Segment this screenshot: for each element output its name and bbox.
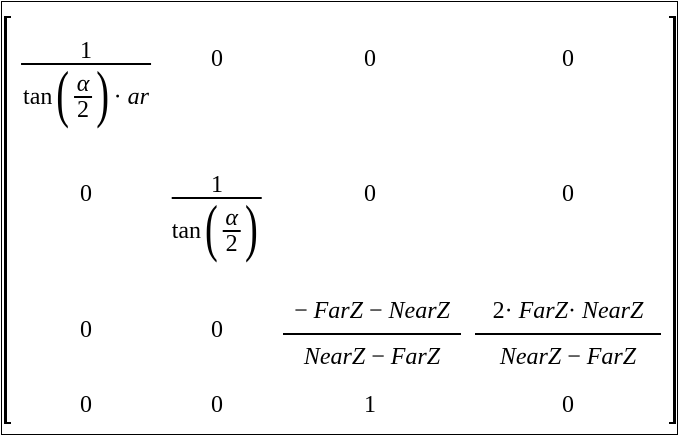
fraction-bar <box>222 230 241 232</box>
tan-function: tan <box>23 84 53 110</box>
right-paren: ) <box>245 192 259 263</box>
fraction-bar <box>73 96 93 98</box>
cell-r2c2: 1 tan(α 2) <box>169 173 266 263</box>
minus-sign: − <box>567 344 581 370</box>
denominator: tan(α 2) · ar <box>20 58 152 129</box>
near-z: NearZ <box>388 298 450 324</box>
dot-operator: · <box>113 84 122 110</box>
near-z: NearZ <box>303 344 366 370</box>
left-paren: ( <box>56 58 70 129</box>
cell-r3c2: 0 <box>211 317 223 343</box>
cell-r3c4: 2· FarZ· NearZ NearZ − FarZ <box>475 299 661 369</box>
cell-r1c4: 0 <box>562 46 574 72</box>
denominator: NearZ − FarZ <box>497 335 639 369</box>
fraction-bar <box>172 197 262 199</box>
fraction-bar <box>283 333 461 335</box>
cell-r1c2: 0 <box>211 46 223 72</box>
alpha: α <box>225 205 238 231</box>
numerator: 1 <box>211 172 223 198</box>
numerator: − FarZ − NearZ <box>291 299 453 333</box>
two: 2 <box>76 97 89 123</box>
cell-r1c1: 1 tan(α 2) · ar <box>20 39 152 129</box>
two: 2 <box>225 231 238 257</box>
fraction-bar <box>21 63 151 65</box>
far-z: FarZ <box>390 344 441 370</box>
fraction-r2c2: 1 tan(α 2) <box>169 173 266 263</box>
left-paren: ( <box>205 192 219 263</box>
dot-operator: · <box>504 298 513 324</box>
fraction-bar <box>475 333 661 335</box>
cell-r1c3: 0 <box>364 46 376 72</box>
right-paren: ) <box>96 58 110 129</box>
fraction-r3c4: 2· FarZ· NearZ NearZ − FarZ <box>475 299 661 369</box>
cell-r4c2: 0 <box>211 392 223 418</box>
numerator: 1 <box>80 38 92 64</box>
numerator: 2· FarZ· NearZ <box>490 299 647 333</box>
aspect-ratio: ar <box>127 84 149 110</box>
cell-r2c4: 0 <box>562 181 574 207</box>
cell-r4c3: 1 <box>364 392 376 418</box>
far-z: FarZ <box>518 298 568 324</box>
far-z: FarZ <box>313 298 363 324</box>
minus-sign: − <box>369 298 383 324</box>
denominator: NearZ − FarZ <box>301 335 443 369</box>
tan-function: tan <box>171 218 202 244</box>
far-z: FarZ <box>586 344 637 370</box>
cell-r4c1: 0 <box>80 392 92 418</box>
fraction-r1c1: 1 tan(α 2) · ar <box>20 39 152 129</box>
alpha: α <box>76 71 90 97</box>
fraction-r3c3: − FarZ − NearZ NearZ − FarZ <box>283 299 461 369</box>
left-bracket <box>4 16 11 424</box>
near-z: NearZ <box>499 344 562 370</box>
minus-sign: − <box>294 298 308 324</box>
cell-r3c3: − FarZ − NearZ NearZ − FarZ <box>283 299 461 369</box>
cell-r2c3: 0 <box>364 181 376 207</box>
cell-r3c1: 0 <box>80 317 92 343</box>
two: 2 <box>492 298 505 324</box>
denominator: tan(α 2) <box>169 192 266 263</box>
right-bracket <box>669 16 676 424</box>
dot-operator: · <box>568 298 576 324</box>
minus-sign: − <box>371 344 385 370</box>
cell-r4c4: 0 <box>562 392 574 418</box>
cell-r2c1: 0 <box>80 181 92 207</box>
near-z: NearZ <box>582 298 644 324</box>
